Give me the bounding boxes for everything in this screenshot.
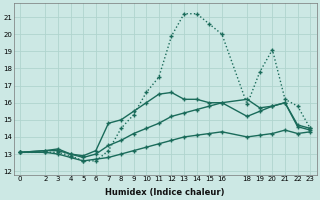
X-axis label: Humidex (Indice chaleur): Humidex (Indice chaleur) [106, 188, 225, 197]
